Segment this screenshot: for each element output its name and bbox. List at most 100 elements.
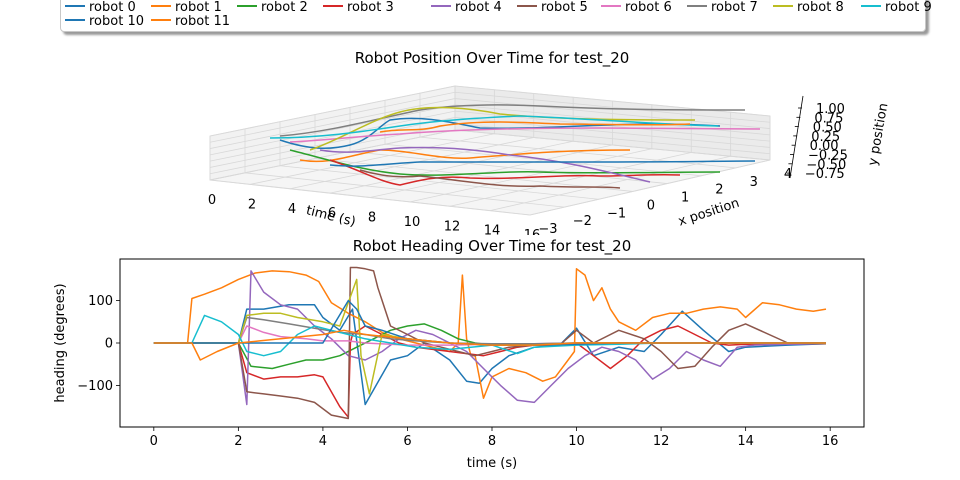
position-y-tick: 4 [784, 167, 792, 182]
grid-line [244, 172, 565, 208]
heading-chart: Robot Heading Over Time for test_20 0 2 4 6… [53, 237, 865, 471]
legend-swatch [65, 18, 85, 21]
position-z-tick: 0.50 [813, 121, 842, 136]
position-x-tick: 12 [444, 219, 461, 234]
position-y-tick: −2 [573, 214, 592, 229]
legend-swatch [773, 4, 793, 7]
position-y-tick: 0 [647, 198, 655, 213]
legend-label: robot 9 [885, 0, 932, 15]
heading-x-tick: 6 [403, 434, 411, 449]
legend-item-robot-2: robot 2 [237, 1, 308, 15]
position-x-tick: 2 [248, 197, 256, 212]
legend-label: robot 8 [797, 0, 844, 15]
grid-line [529, 159, 771, 216]
grid-line [314, 158, 633, 192]
position-y-tick: −3 [538, 222, 557, 235]
grid-line [209, 85, 771, 137]
position-y-tick: 2 [715, 183, 723, 198]
position-x-tick: 10 [404, 215, 421, 230]
legend-item-robot-0: robot 0 [65, 1, 136, 15]
legend-swatch [861, 4, 881, 7]
position-z-tick: −0.25 [808, 149, 848, 164]
position-x-tick: 6 [328, 206, 336, 221]
heading-x-tick: 8 [488, 434, 496, 449]
legend-label: robot 10 [89, 14, 144, 29]
legend-swatch [65, 4, 85, 7]
legend-item-robot-6: robot 6 [601, 1, 672, 15]
heading-x-tick: 4 [319, 434, 327, 449]
grid-line [349, 151, 668, 184]
heading-series-robot-7 [153, 316, 826, 345]
heading-chart-title: Robot Heading Over Time for test_20 [353, 237, 632, 256]
grid-line [369, 144, 613, 198]
legend-swatch [517, 4, 537, 7]
legend-swatch [431, 4, 451, 7]
position-x-tick: 16 [524, 228, 541, 235]
position-y-tick: 1 [681, 191, 689, 206]
position-x-tick: 4 [288, 202, 296, 217]
legend: robot 0 robot 1 robot 2 robot 3 robot 4 robot… [60, 0, 932, 32]
legend-item-robot-4: robot 4 [431, 1, 502, 15]
legend-item-robot-5: robot 5 [517, 1, 588, 15]
grid-line [209, 179, 531, 216]
legend-item-robot-8: robot 8 [773, 1, 844, 15]
legend-label: robot 2 [261, 0, 308, 15]
position-x-tick: 14 [484, 224, 501, 235]
legend-label: robot 4 [455, 0, 502, 15]
position-series-line [299, 149, 631, 163]
position-z-tick: 0.25 [811, 130, 840, 145]
position-y-tick: −1 [607, 206, 626, 221]
heading-series-robot-11 [153, 329, 826, 361]
heading-series-robot-8 [153, 278, 826, 395]
heading-x-axis-label: time (s) [467, 456, 517, 471]
legend-item-robot-1: robot 1 [151, 1, 222, 15]
position-series-line [319, 146, 651, 183]
position-z-axis-label: y position [866, 102, 892, 167]
heading-series-robot-6 [153, 325, 826, 346]
legend-item-robot-3: robot 3 [323, 1, 394, 15]
legend-item-robot-11: robot 11 [151, 15, 230, 29]
position-y-tick: 3 [750, 175, 758, 190]
position-z-tick: 1.00 [816, 102, 845, 117]
legend-label: robot 7 [711, 0, 758, 15]
heading-series-robot-0 [153, 304, 827, 406]
position-series-line [329, 160, 756, 167]
grid-line [209, 110, 771, 162]
position-z-tick: 0.00 [810, 139, 839, 154]
position-series-line [329, 159, 681, 186]
legend-label: robot 5 [541, 0, 588, 15]
legend-label: robot 6 [625, 0, 672, 15]
heading-x-tick: 0 [150, 434, 158, 449]
legend-swatch [601, 4, 621, 7]
position-series-line [289, 127, 761, 143]
position-z-tick: −0.75 [805, 167, 845, 182]
grid-line [279, 165, 599, 200]
legend-swatch [323, 4, 343, 7]
legend-swatch [237, 4, 257, 7]
heading-x-tick: 14 [737, 434, 754, 449]
position-x-tick: 0 [208, 193, 216, 208]
grid-line [489, 155, 731, 212]
heading-series-robot-9 [153, 314, 826, 357]
grid-line [419, 136, 736, 169]
grid-line [249, 133, 495, 185]
position-series-line [269, 115, 719, 139]
heading-x-tick: 16 [822, 434, 839, 449]
heading-y-tick: −100 [77, 379, 113, 394]
grid-line [209, 98, 771, 149]
legend-swatch [151, 18, 171, 21]
position-x-tick: 8 [368, 211, 376, 226]
position-series-line [279, 104, 746, 137]
grid-line [329, 140, 574, 194]
position-series-line [309, 106, 696, 151]
position-chart-title: Robot Position Over Time for test_20 [355, 49, 630, 68]
heading-y-tick: 0 [105, 337, 113, 352]
legend-label: robot 3 [347, 0, 394, 15]
legend-swatch [151, 4, 171, 7]
position-series-line [359, 169, 621, 189]
heading-x-tick: 12 [653, 434, 670, 449]
legend-item-robot-10: robot 10 [65, 15, 144, 29]
position-series-line [379, 121, 691, 133]
z-axis-line [789, 95, 804, 179]
heading-x-tick: 10 [568, 434, 585, 449]
